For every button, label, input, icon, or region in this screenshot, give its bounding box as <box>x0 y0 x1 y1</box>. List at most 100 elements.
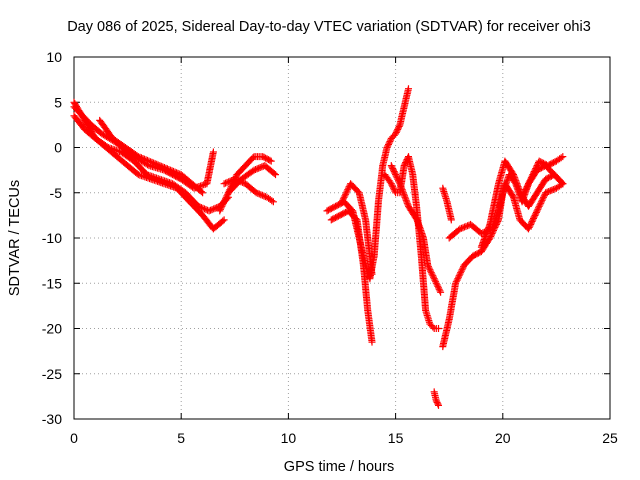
data-point <box>222 195 229 203</box>
data-point <box>525 178 533 186</box>
data-point <box>524 181 532 189</box>
data-point <box>531 211 539 219</box>
data-point <box>527 220 535 228</box>
tick-labels: 0 5 10 15 20 25 -30 -25 -20 -15 -10 -5 0 5 10 <box>42 49 618 446</box>
data-point <box>140 155 148 163</box>
data-point <box>533 162 541 170</box>
data-point <box>540 192 548 200</box>
data-point <box>386 138 394 145</box>
data-point <box>137 154 145 162</box>
data-point <box>144 156 151 164</box>
data-point <box>270 170 278 177</box>
data-point <box>512 177 520 185</box>
data-point <box>390 166 397 174</box>
data-point <box>272 171 279 179</box>
data-point <box>387 162 395 170</box>
data-point <box>526 177 534 185</box>
data-point <box>435 284 442 292</box>
data-point <box>388 163 396 171</box>
data-point <box>521 187 529 195</box>
data-points <box>70 85 567 409</box>
data-point <box>173 169 181 177</box>
data-point <box>523 183 531 191</box>
series-track-9 <box>327 207 376 346</box>
y-tick-label: -30 <box>42 411 62 427</box>
data-point <box>340 193 348 201</box>
series-track-13 <box>430 388 442 409</box>
data-point <box>447 216 455 224</box>
data-point <box>208 206 216 214</box>
data-point <box>390 186 398 194</box>
data-point <box>452 278 460 286</box>
x-tick-label: 20 <box>495 430 511 446</box>
data-point <box>424 261 432 269</box>
data-point <box>429 323 437 331</box>
data-point <box>529 216 537 224</box>
data-point <box>383 144 391 151</box>
x-tick-label: 10 <box>281 430 297 446</box>
data-point <box>530 213 538 221</box>
y-axis-label: SDTVAR / TECUs <box>7 180 23 296</box>
data-point <box>427 267 435 275</box>
data-point <box>258 191 266 199</box>
data-point <box>528 172 536 180</box>
data-point <box>393 127 401 135</box>
data-point <box>509 192 517 200</box>
data-point <box>427 269 435 277</box>
data-point <box>557 154 565 162</box>
data-point <box>545 188 553 195</box>
y-tick-label: -15 <box>42 275 62 291</box>
data-point <box>219 201 227 209</box>
data-point <box>385 141 392 148</box>
data-point <box>219 199 227 207</box>
data-point <box>220 216 228 224</box>
data-point <box>401 160 409 168</box>
data-point <box>344 184 352 192</box>
y-tick-label: -25 <box>42 366 62 382</box>
x-tick-label: 25 <box>602 430 618 446</box>
data-point <box>535 204 542 212</box>
data-point <box>425 263 432 271</box>
data-point <box>390 168 398 176</box>
data-point <box>395 177 402 185</box>
y-tick-label: -20 <box>42 321 62 337</box>
data-point <box>268 197 276 205</box>
data-point <box>430 273 437 281</box>
data-point <box>532 165 540 173</box>
y-tick-label: -10 <box>42 230 62 246</box>
data-point <box>170 167 177 175</box>
data-point <box>534 205 542 213</box>
data-point <box>537 198 545 206</box>
data-point <box>455 272 463 280</box>
series-track-7 <box>224 162 279 197</box>
data-point <box>510 172 518 180</box>
data-point <box>228 177 236 184</box>
data-point <box>528 217 536 225</box>
data-point <box>223 192 231 200</box>
data-point <box>537 199 545 207</box>
data-point <box>431 276 439 284</box>
data-point <box>392 171 400 179</box>
data-point <box>531 166 539 174</box>
data-point <box>344 186 352 194</box>
data-point <box>225 178 233 186</box>
x-tick-label: 5 <box>177 430 185 446</box>
data-point <box>390 184 397 192</box>
data-point <box>532 210 540 218</box>
data-point <box>432 397 440 405</box>
data-point <box>221 196 229 204</box>
data-point <box>211 204 219 212</box>
data-point <box>217 204 225 212</box>
data-point <box>435 401 442 409</box>
data-point <box>525 180 532 188</box>
data-point <box>452 279 460 287</box>
data-point <box>456 270 464 278</box>
data-point <box>216 207 224 215</box>
data-point <box>205 207 213 215</box>
data-point <box>384 142 392 150</box>
data-point <box>157 162 165 170</box>
data-point <box>341 192 349 200</box>
data-point <box>433 281 441 289</box>
data-point <box>197 188 205 196</box>
